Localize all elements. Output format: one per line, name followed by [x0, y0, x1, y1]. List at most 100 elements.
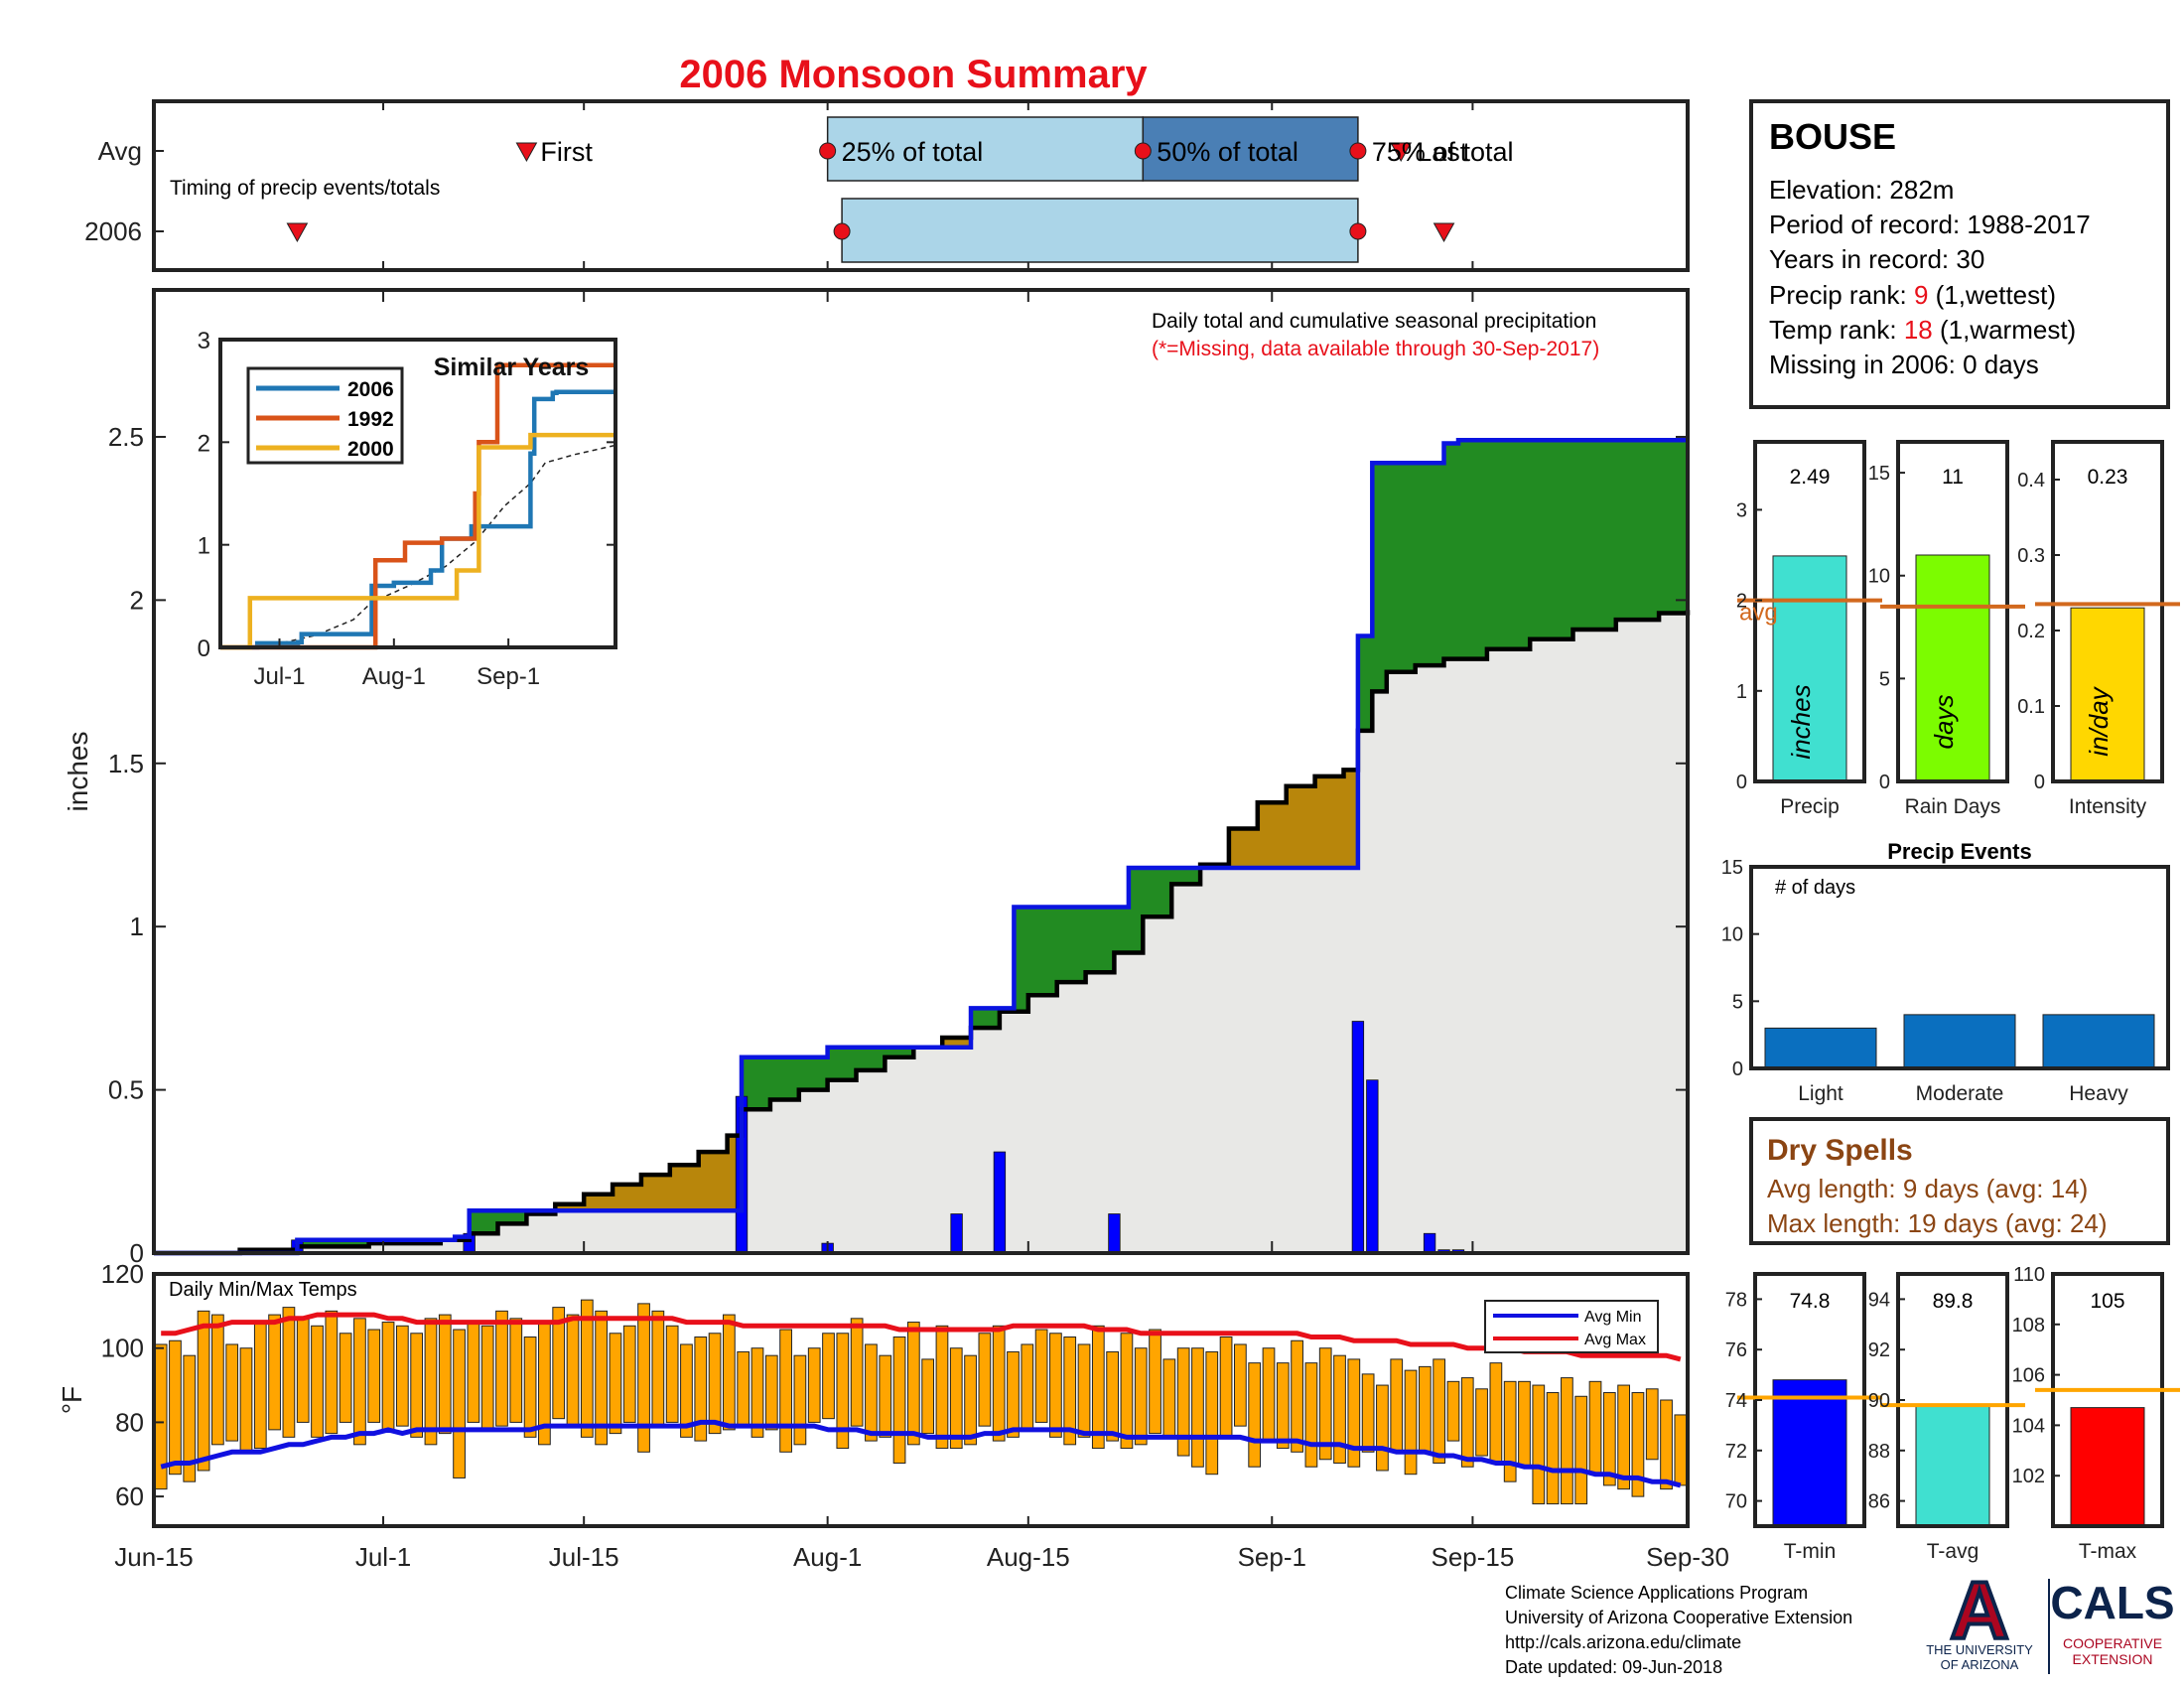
- panel-ytick-label: 94: [1868, 1289, 1890, 1311]
- label-last: Last: [1417, 137, 1468, 167]
- station-period: Period of record: 1988-2017: [1769, 210, 2091, 239]
- daily-temp-bar: [1674, 1414, 1688, 1486]
- panel-ytick-label: 10: [1868, 566, 1890, 588]
- station-missing: Missing in 2006: 0 days: [1769, 350, 2039, 379]
- daily-temp-bar: [1291, 1339, 1303, 1453]
- events-xtick-label: Moderate: [1916, 1082, 2004, 1105]
- daily-temp-bar: [637, 1303, 650, 1453]
- panel-ytick-label: 104: [2012, 1415, 2045, 1437]
- daily-temp-bar: [424, 1318, 438, 1446]
- panel-value: 74.8: [1790, 1290, 1831, 1313]
- events-bar-Light: [1764, 1027, 1877, 1069]
- events-ytick-label: 15: [1721, 857, 1743, 879]
- main-title: Daily total and cumulative seasonal prec…: [1152, 310, 1596, 333]
- timing-panel: Avg 2006 Timing of precip events/totals Fir…: [84, 99, 1690, 272]
- daily-temp-bar: [580, 1299, 594, 1438]
- inset-series-2006: [220, 389, 615, 650]
- daily-temp-bar: [381, 1322, 395, 1431]
- avg-max-line: [161, 1312, 1682, 1362]
- daily-temp-bar: [268, 1314, 281, 1431]
- daily-temp-bar: [1561, 1377, 1573, 1505]
- daily-temp-bar: [764, 1354, 778, 1431]
- temp-plot-bg: [154, 1274, 1688, 1526]
- panel-ytick-label: 78: [1725, 1289, 1747, 1311]
- similar-years-inset: 0 1 2 3 Jul-1 Aug-1 Sep-1 Similar Years 2006 1992…: [198, 328, 617, 690]
- cals-logo: CALS COOPERATIVE EXTENSION: [2050, 1577, 2174, 1667]
- daily-temp-bar: [1021, 1343, 1034, 1431]
- station-elevation: Elevation: 282m: [1769, 175, 1954, 205]
- ua-logo-line2: OF ARIZONA: [1941, 1657, 2019, 1672]
- daily-temp-bar: [1376, 1384, 1389, 1472]
- temp-legend-box: [1484, 1300, 1659, 1353]
- footer-credits: Climate Science Applications Program Uni…: [1505, 1583, 1852, 1677]
- inset-legend-label: 2000: [347, 438, 394, 461]
- daily-temp-bar: [1205, 1350, 1219, 1476]
- panel-bar-T-avg: [1915, 1404, 1990, 1527]
- panel-unit: days: [1929, 695, 1959, 750]
- daily-temp-bar: [737, 1350, 751, 1427]
- temperature-panel: 60 80 100 120 Jun-15 Jul-1 Jul-15 Aug-1 Aug-15 Se…: [57, 1259, 1729, 1572]
- events-xtick-label: Light: [1798, 1082, 1843, 1105]
- footer-line-2: University of Arizona Cooperative Extens…: [1505, 1608, 1852, 1627]
- daily-temp-bar: [1106, 1350, 1119, 1442]
- daily-temp-bar: [1077, 1343, 1091, 1438]
- inset-average-line: [219, 444, 616, 648]
- panel-ytick-label: 74: [1725, 1390, 1747, 1412]
- panel-bar-Rain Days: [1915, 554, 1990, 782]
- cals-logo-line1: COOPERATIVE: [2063, 1635, 2162, 1651]
- avg-25-50-box: [826, 116, 1145, 182]
- daily-temp-bar: [935, 1325, 949, 1450]
- timing-ytick-label: Avg: [98, 136, 142, 166]
- inset-xtick-label: Aug-1: [362, 663, 426, 690]
- inset-legend-label: 1992: [347, 408, 394, 431]
- events-bar-Heavy: [2042, 1014, 2155, 1069]
- temp-xtick-label: Sep-15: [1431, 1542, 1514, 1572]
- dry-spells-max: Max length: 19 days (avg: 24): [1767, 1208, 2108, 1238]
- main-subtitle: (*=Missing, data available through 30-Se…: [1152, 338, 1599, 360]
- footer-line-4: Date updated: 09-Jun-2018: [1505, 1657, 1722, 1677]
- daily-temp-bar: [438, 1314, 452, 1435]
- panel-ytick-label: 5: [1879, 668, 1890, 690]
- timing-title: Timing of precip events/totals: [170, 177, 440, 200]
- panel-ytick-label: 102: [2012, 1466, 2045, 1487]
- daily-temp-bar: [353, 1318, 366, 1446]
- daily-temp-bar: [495, 1310, 508, 1427]
- daily-temp-bar: [694, 1336, 708, 1442]
- events-title: Precip Events: [1887, 839, 2032, 864]
- daily-temp-bar: [651, 1310, 665, 1427]
- label-50: 50% of total: [1157, 137, 1298, 167]
- panel-frame: [1896, 440, 2009, 783]
- events-frame: [1749, 865, 2170, 1070]
- temp-xtick-label: Aug-15: [987, 1542, 1070, 1572]
- daily-temp-bar: [211, 1314, 224, 1446]
- daily-temp-bar: [1134, 1347, 1148, 1446]
- temp-legend-label: Avg Max: [1584, 1332, 1646, 1348]
- daily-temp-bar: [865, 1343, 878, 1442]
- panel-ytick-label: 0: [1736, 772, 1747, 793]
- inset-xtick-label: Jul-1: [253, 663, 305, 690]
- daily-temp-bar: [1404, 1369, 1418, 1476]
- daily-temp-bar: [1262, 1347, 1276, 1442]
- panel-ytick-label: 110: [2013, 1264, 2045, 1286]
- daily-temp-bar: [1234, 1343, 1247, 1427]
- panel-value: 11: [1942, 466, 1964, 489]
- daily-temp-bar: [1149, 1329, 1161, 1435]
- daily-temp-bar: [282, 1307, 296, 1438]
- panel-avg-label: avg: [1739, 600, 1778, 627]
- daily-temp-bar: [1120, 1333, 1134, 1450]
- daily-temp-bar: [239, 1347, 253, 1453]
- inset-xtick-label: Sep-1: [477, 663, 540, 690]
- panel-label: Rain Days: [1905, 795, 2001, 818]
- daily-temp-bar: [1333, 1354, 1346, 1465]
- daily-temp-bar: [595, 1310, 608, 1446]
- panel-value: 2.49: [1790, 466, 1831, 489]
- daily-temp-bar: [1191, 1347, 1204, 1468]
- daily-precip-bar: [1423, 1232, 1436, 1254]
- daily-temp-bar: [1318, 1347, 1332, 1461]
- daily-precip-bar: [1108, 1213, 1121, 1254]
- cals-logo-line2: EXTENSION: [2073, 1651, 2153, 1667]
- station-info-box: BOUSE Elevation: 282m Period of record: …: [1749, 99, 2170, 409]
- daily-temp-bar: [311, 1325, 324, 1438]
- daily-temp-bar: [523, 1336, 537, 1438]
- daily-temp-bar: [197, 1310, 210, 1472]
